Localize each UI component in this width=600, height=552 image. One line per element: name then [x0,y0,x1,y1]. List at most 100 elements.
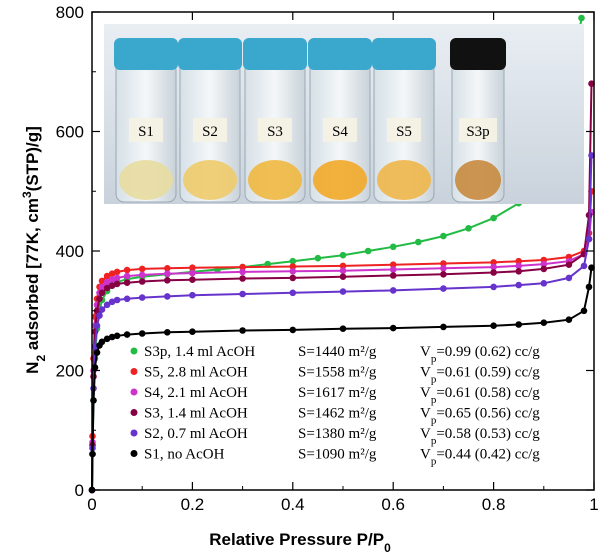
data-point [189,291,196,299]
data-point [138,330,146,337]
data-point [103,284,111,292]
legend-surface-area: S=1380 m²/g [298,426,377,442]
data-point [103,272,111,280]
vial-cap [372,38,436,70]
vial-cap [114,38,178,70]
data-point [108,282,116,290]
data-point [389,266,397,273]
data-point [339,273,347,281]
data-point [515,262,522,270]
vial-2: S3 [243,38,307,203]
vial-cap [243,38,307,70]
legend-marker [130,409,138,416]
y-tick-label: 0 [75,481,84,500]
data-point [123,295,131,303]
data-point [588,80,595,87]
data-point [98,338,106,346]
legend-pore-volume: Vp=0.61 (0.59) cc/g [420,365,540,386]
legend-entry: S1, no AcOH S=1090 m²/g Vp=0.44 (0.42) cc/… [130,447,540,468]
data-point [264,260,272,268]
data-point [239,263,246,271]
data-point [239,275,246,282]
data-point [289,263,297,270]
vial-label-background [323,118,357,142]
vial-cap [178,38,242,70]
data-point [289,274,297,282]
vial-label-background [459,118,497,142]
data-point [389,243,397,251]
data-point [580,262,588,270]
data-point [339,267,347,275]
data-point [440,285,447,292]
vial-label: S2 [202,124,218,140]
data-point [98,277,106,285]
legend-pore-volume: Vp=0.65 (0.56) cc/g [420,406,540,427]
data-point [588,264,595,272]
data-point [123,331,131,338]
data-point [91,364,99,371]
data-point [565,316,573,324]
vial-powder [377,160,431,200]
data-point [108,276,116,284]
data-point [389,324,397,332]
data-point [415,238,422,246]
legend-entry: S2, 0.7 ml AcOH S=1380 m²/g Vp=0.58 (0.53)… [130,426,540,447]
data-point [490,283,497,291]
inset-photo: S1 S2 S3 S4 S5 S3p [104,24,584,204]
vial-label-background [258,118,292,142]
legend-series-name: S3p, 1.4 ml AcOH [144,344,255,360]
data-point [113,268,121,276]
data-point [108,270,116,278]
data-point [440,323,447,331]
vial-powder [119,160,173,200]
vial-cap [450,38,506,70]
vial-3: S4 [308,38,372,203]
data-point [540,319,548,327]
legend-surface-area: S=1617 m²/g [298,385,377,401]
legend-marker [130,347,138,355]
data-point [164,265,171,272]
legend-series-name: S4, 2.1 ml AcOH [144,385,248,401]
vial-1: S2 [178,38,242,203]
legend-surface-area: S=1462 m²/g [298,406,377,422]
vial-powder [313,160,367,200]
y-tick-label: 400 [56,242,84,261]
vial-0: S1 [114,38,178,203]
legend-marker [130,450,138,457]
vial-powder [455,160,501,200]
axes: 0 0.2 0.4 0.6 0.8 1 0 200 400 600 800 [56,3,599,514]
legend-entry: S5, 2.8 ml AcOH S=1558 m²/g Vp=0.61 (0.59)… [130,365,540,386]
legend-marker [130,388,138,396]
data-point [138,271,146,279]
data-point [113,274,121,282]
x-tick-label: 0.6 [381,495,405,514]
data-point [339,325,347,333]
y-tick-label: 200 [56,362,84,381]
x-tick-label: 0.4 [281,495,305,514]
x-tick-label: 1 [589,495,598,514]
data-point [540,265,548,273]
legend-pore-volume: Vp=0.58 (0.53) cc/g [420,426,540,447]
data-point [108,333,116,341]
data-point [164,270,171,278]
data-point [103,335,111,343]
data-point [364,247,372,255]
vial-label-background [193,118,227,142]
data-point [389,287,397,294]
data-point [93,349,101,356]
data-point [103,278,111,286]
data-point [189,264,196,272]
x-tick-label: 0 [87,495,96,514]
legend-series-name: S3, 1.4 ml AcOH [144,406,248,422]
data-point [189,328,196,336]
data-point [138,294,146,301]
data-point [96,312,103,319]
data-point [103,301,111,309]
legend-series-name: S2, 0.7 ml AcOH [144,426,248,442]
data-point [164,277,171,284]
data-point [164,329,171,336]
data-point [189,269,196,277]
data-point [239,268,246,276]
data-point [289,268,297,275]
data-point [440,265,447,272]
